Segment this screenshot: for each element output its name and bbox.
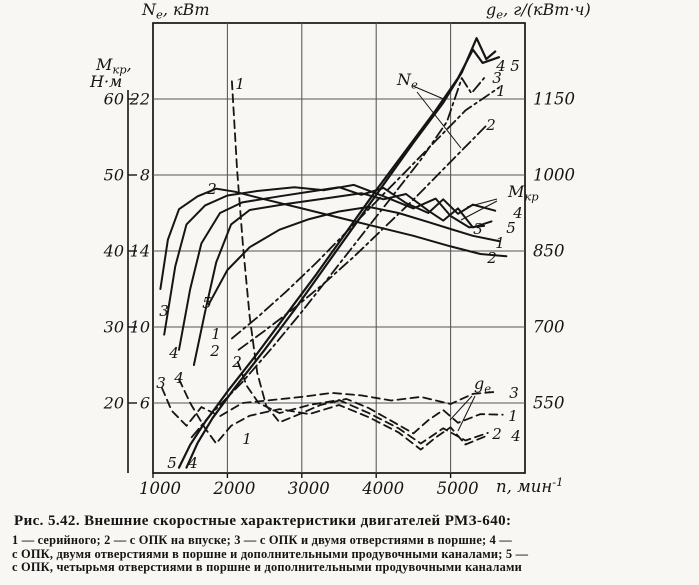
rpm-tick-label: 4000 [361, 479, 404, 498]
pointer-line [412, 85, 447, 101]
curve-number-label: 2 [491, 425, 502, 443]
curve-number-label: 4 [173, 369, 184, 387]
curve-group-label: Мкр [507, 182, 539, 204]
power-tick-label: 8 [140, 166, 150, 185]
legend-line-2: с ОПК, двумя отверстиями в поршне и допо… [12, 546, 529, 561]
curve-number-label: 3 [473, 220, 483, 238]
curve-number-label: 2 [231, 353, 242, 371]
rpm-tick-label: 3000 [288, 479, 330, 498]
power-axis-title: Ne, кВт [141, 0, 209, 22]
torque-tick-label: 40 [103, 242, 124, 261]
curve-Ne-1 [230, 86, 500, 340]
power-tick-label: 22 [129, 90, 150, 109]
rpm-tick-label: 2000 [212, 479, 255, 498]
curve-number-label: 2 [485, 116, 496, 134]
curve-number-label: 1 [211, 325, 221, 343]
curve-number-label: 4 [168, 344, 179, 362]
torque-axis-title: Мкр, [95, 55, 132, 77]
curve-number-label: 2 [209, 342, 220, 360]
power-tick-label: 6 [140, 394, 150, 413]
figure-caption-legend: 1 — серийного; 2 — с ОПК на впуске; 3 — … [12, 533, 694, 575]
torque-tick-label: 60 [104, 90, 124, 109]
pointer-line [449, 395, 473, 421]
torque-axis-title-units: Н·м [89, 72, 122, 91]
curve-number-label: 1 [508, 407, 518, 425]
pointer-line [460, 200, 498, 221]
pointer-line [457, 395, 476, 432]
curve-number-label: 4 [187, 454, 198, 472]
rpm-tick-label: 1000 [139, 479, 181, 498]
sfc-tick-label: 700 [533, 318, 565, 337]
curve-number-label: 4 [495, 57, 506, 75]
curve-number-label: 3 [156, 374, 166, 392]
power-tick-label: 14 [130, 242, 150, 261]
curve-number-label: 1 [496, 82, 506, 100]
curve-number-label: 2 [206, 180, 217, 198]
pointer-line [416, 91, 462, 149]
curve-group-label: Ne [396, 70, 418, 92]
curve-number-label: 4 [510, 427, 521, 445]
torque-tick-label: 50 [104, 166, 124, 185]
curve-Ne-2 [237, 124, 488, 351]
legend-line-1: 1 — серийного; 2 — с ОПК на впуске; 3 — … [12, 533, 512, 547]
curve-number-label: 3 [509, 384, 519, 402]
curve-Mkr-3 [163, 183, 486, 336]
sfc-tick-label: 550 [533, 394, 565, 413]
torque-tick-label: 20 [103, 394, 124, 413]
curve-number-label: 2 [486, 249, 497, 267]
curve-ge-2 [236, 361, 489, 445]
sfc-tick-label: 1000 [533, 166, 575, 185]
figure-caption: Рис. 5.42. Внешние скоростные характерис… [12, 513, 694, 575]
curve-number-label: 5 [202, 294, 212, 312]
curve-Mkr-1 [207, 205, 500, 306]
plot-frame [152, 22, 526, 474]
curve-number-label: 5 [167, 454, 177, 472]
legend-line-3: с ОПК, четырьмя отверстиями в поршне и д… [12, 560, 522, 574]
power-tick-label: 10 [130, 318, 150, 337]
curve-number-label: 1 [495, 234, 505, 252]
curve-number-label: 1 [235, 75, 245, 93]
sfc-tick-label: 1150 [533, 90, 575, 109]
curve-number-label: 4 [512, 204, 523, 222]
curve-group-label: ge [474, 374, 491, 396]
curve-Mkr-5 [192, 192, 493, 366]
curve-Ne-3 [190, 77, 486, 439]
rpm-axis-title: n, мин-1 [496, 475, 564, 496]
figure-caption-title: Рис. 5.42. Внешние скоростные характерис… [14, 513, 512, 529]
curve-Mkr-2 [159, 187, 508, 290]
curve-ge-1 [230, 80, 504, 435]
curve-number-label: 1 [242, 430, 252, 448]
curve-number-label: 5 [510, 57, 520, 75]
figure-area: 60 50 40 30 20 22 8 14 10 6 1150 1000 850 700 550 1000 2… [89, 0, 591, 498]
curve-number-label: 3 [159, 302, 169, 320]
curve-ge-4 [178, 378, 489, 451]
torque-tick-label: 30 [104, 318, 124, 337]
curve-number-label: 3 [492, 69, 502, 87]
curve-Ne-4 [185, 37, 497, 469]
rpm-tick-label: 5000 [437, 479, 479, 498]
curve-number-label: 5 [506, 219, 516, 237]
pointer-line [466, 198, 498, 208]
sfc-axis-title: ge, г/(кВт·ч) [486, 0, 591, 22]
sfc-tick-label: 850 [533, 242, 565, 261]
curve-ge-3 [160, 386, 497, 427]
curve-Mkr-4 [178, 186, 497, 351]
